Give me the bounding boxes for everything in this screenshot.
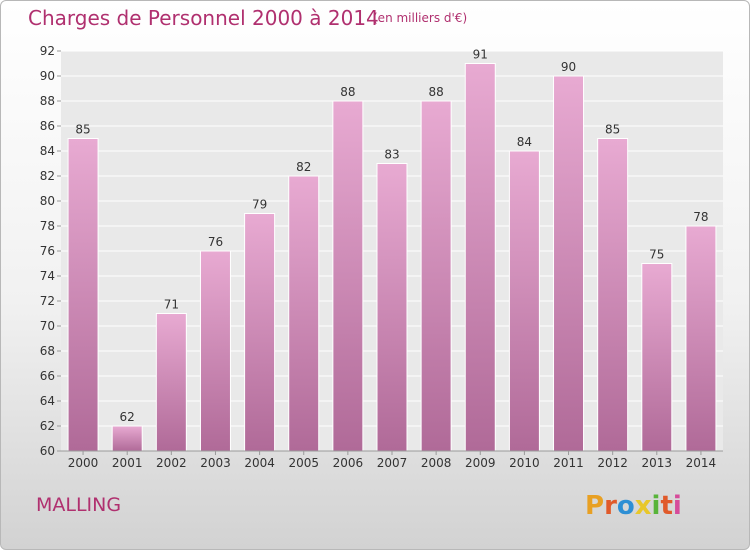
bar-2006[interactable] — [332, 100, 364, 452]
data-label-2005: 82 — [296, 160, 311, 174]
y-tick-label: 88 — [40, 94, 55, 108]
y-tick-label: 68 — [40, 344, 55, 358]
x-tick-label-2005: 2005 — [288, 456, 319, 470]
logo-letter: i — [672, 491, 682, 521]
data-label-2002: 71 — [164, 298, 179, 312]
proxiti-logo[interactable]: Proxiti — [585, 491, 682, 521]
y-tick-label: 70 — [40, 319, 55, 333]
y-tick-label: 62 — [40, 419, 55, 433]
y-tick-label: 74 — [40, 269, 55, 283]
data-label-2000: 85 — [75, 123, 90, 137]
logo-letter: r — [604, 491, 617, 521]
x-tick-label-2000: 2000 — [68, 456, 99, 470]
y-axis: 60 62 64 66 68 70 72 74 76 78 80 82 84 86 88 90 92 — [40, 44, 55, 458]
x-tick-label-2001: 2001 — [112, 456, 143, 470]
x-tick-label-2004: 2004 — [244, 456, 275, 470]
y-tick-label: 66 — [40, 369, 55, 383]
y-tick-label: 72 — [40, 294, 55, 308]
data-label-2008: 88 — [428, 85, 443, 99]
y-tick-label: 90 — [40, 69, 55, 83]
chart-subtitle: (en milliers d'€) — [373, 11, 468, 25]
x-tick-label-2009: 2009 — [465, 456, 496, 470]
x-tick-label-2010: 2010 — [509, 456, 540, 470]
data-label-2010: 84 — [517, 135, 532, 149]
bar-2002[interactable] — [155, 313, 187, 452]
x-tick-label-2007: 2007 — [377, 456, 408, 470]
y-tick-label: 84 — [40, 144, 55, 158]
bar-2004[interactable] — [244, 213, 276, 452]
x-tick-label-2014: 2014 — [686, 456, 717, 470]
y-tick-label: 92 — [40, 44, 55, 58]
bar-2000[interactable] — [67, 138, 99, 452]
logo-letter: i — [651, 491, 661, 521]
data-label-2013: 75 — [649, 248, 664, 262]
x-tick-label-2002: 2002 — [156, 456, 187, 470]
bars: 85 62 71 76 79 82 88 83 88 91 84 90 85 75 78 — [67, 48, 717, 452]
bar-2008[interactable] — [420, 100, 452, 452]
x-tick-label-2013: 2013 — [642, 456, 673, 470]
bar-2011[interactable] — [553, 75, 585, 452]
y-tick-label: 78 — [40, 219, 55, 233]
bar-2013[interactable] — [641, 263, 673, 452]
chart-title: Charges de Personnel 2000 à 2014 — [28, 6, 379, 30]
x-tick-label-2008: 2008 — [421, 456, 452, 470]
x-tick-label-2003: 2003 — [200, 456, 231, 470]
y-tick-label: 82 — [40, 169, 55, 183]
bar-2005[interactable] — [288, 175, 320, 452]
data-label-2006: 88 — [340, 85, 355, 99]
bar-2010[interactable] — [508, 150, 540, 452]
data-label-2001: 62 — [120, 410, 135, 424]
y-tick-label: 60 — [40, 444, 55, 458]
x-tick-label-2012: 2012 — [597, 456, 628, 470]
data-label-2004: 79 — [252, 198, 267, 212]
logo-letter: t — [660, 491, 673, 521]
bar-2003[interactable] — [199, 250, 231, 452]
bar-2014[interactable] — [685, 225, 717, 452]
logo-letter: P — [585, 491, 605, 521]
data-label-2014: 78 — [693, 210, 708, 224]
bar-2007[interactable] — [376, 163, 408, 452]
x-tick-label-2006: 2006 — [333, 456, 364, 470]
data-label-2011: 90 — [561, 60, 576, 74]
logo-letter: x — [634, 491, 652, 521]
y-tick-label: 76 — [40, 244, 55, 258]
commune-name: MALLING — [36, 494, 122, 516]
y-tick-label: 80 — [40, 194, 55, 208]
x-axis: 2000 2001 2002 2003 2004 2005 2006 2007 2008 2009… — [68, 451, 716, 470]
data-label-2007: 83 — [384, 148, 399, 162]
bar-2009[interactable] — [464, 63, 496, 452]
y-tick-label: 64 — [40, 394, 55, 408]
bar-2012[interactable] — [597, 138, 629, 452]
data-label-2012: 85 — [605, 123, 620, 137]
x-tick-label-2011: 2011 — [553, 456, 584, 470]
data-label-2003: 76 — [208, 235, 223, 249]
bar-2001[interactable] — [111, 425, 143, 452]
y-tick-label: 86 — [40, 119, 55, 133]
logo-letter: o — [616, 491, 635, 521]
data-label-2009: 91 — [473, 48, 488, 62]
